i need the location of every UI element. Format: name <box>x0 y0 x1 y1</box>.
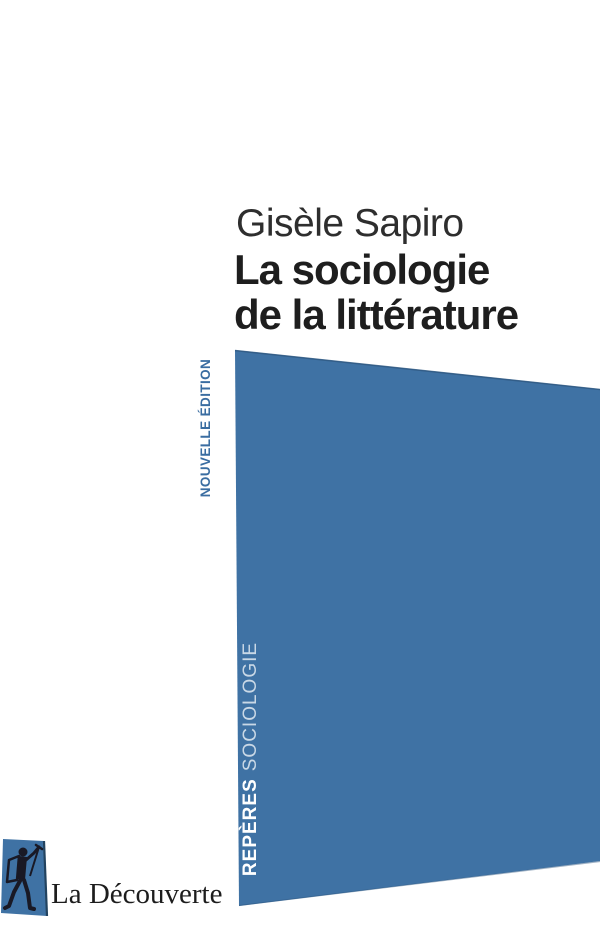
collection-name: REPÈRES <box>240 778 261 877</box>
publisher-logo <box>1 839 49 917</box>
collection-series: SOCIOLOGIE <box>240 641 261 772</box>
edition-badge: NOUVELLE ÉDITION <box>198 358 213 498</box>
title-line-2: de la littérature <box>234 291 519 338</box>
collection-label: REPÈRES SOCIOLOGIE <box>240 628 261 890</box>
publisher-name: La Découverte <box>51 878 223 910</box>
title-line-1: La sociologie <box>234 246 490 293</box>
book-title: La sociologie de la littérature <box>234 246 519 338</box>
explorer-silhouette-icon <box>3 843 44 911</box>
author-name: Gisèle Sapiro <box>236 202 464 245</box>
